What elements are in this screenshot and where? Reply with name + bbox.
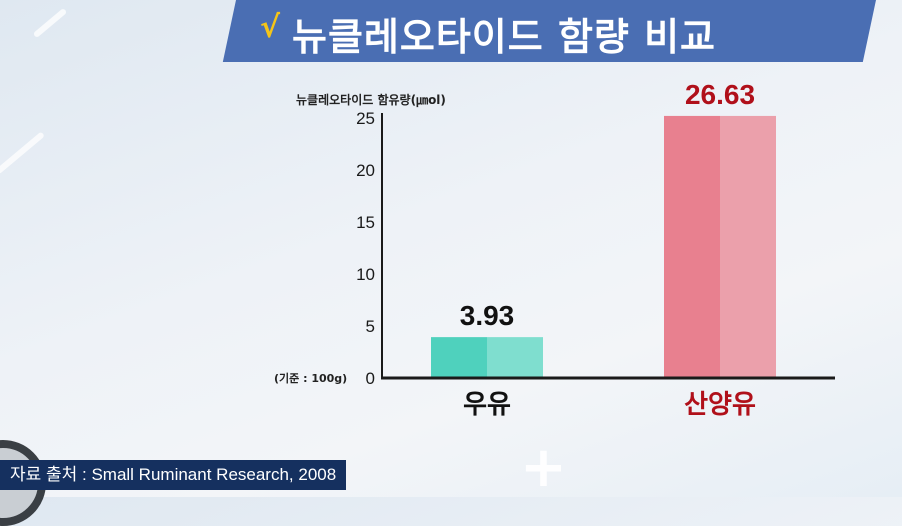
source-note: 자료 출처 : Small Ruminant Research, 2008 [0, 460, 347, 490]
bar-chart: 뉴클레오타이드 함유량(㎛ol) (기준 : 100g) 0510152025 … [274, 79, 835, 420]
bar-value-label: 3.93 [460, 300, 515, 331]
page-title: 뉴클레오타이드 함량 비교 [292, 15, 717, 59]
y-tick-label: 5 [366, 317, 375, 336]
basis-note: (기준 : 100g) [274, 371, 347, 385]
y-axis-label: 뉴클레오타이드 함유량(㎛ol) [296, 92, 446, 107]
check-icon: √ [260, 10, 281, 45]
y-tick-label: 20 [356, 161, 375, 180]
bar-value-label: 26.63 [685, 79, 755, 110]
category-label: 우유 [463, 390, 511, 420]
category-label: 산양유 [684, 390, 756, 420]
bar [664, 115, 720, 379]
y-tick-label: 0 [366, 369, 375, 388]
y-tick-label: 10 [356, 265, 375, 284]
bar [431, 337, 487, 378]
y-tick-label: 15 [356, 213, 375, 232]
bar-highlight [487, 337, 543, 378]
y-tick-label: 25 [356, 109, 375, 128]
bar-highlight [720, 115, 776, 379]
plus-icon: + [520, 435, 567, 500]
